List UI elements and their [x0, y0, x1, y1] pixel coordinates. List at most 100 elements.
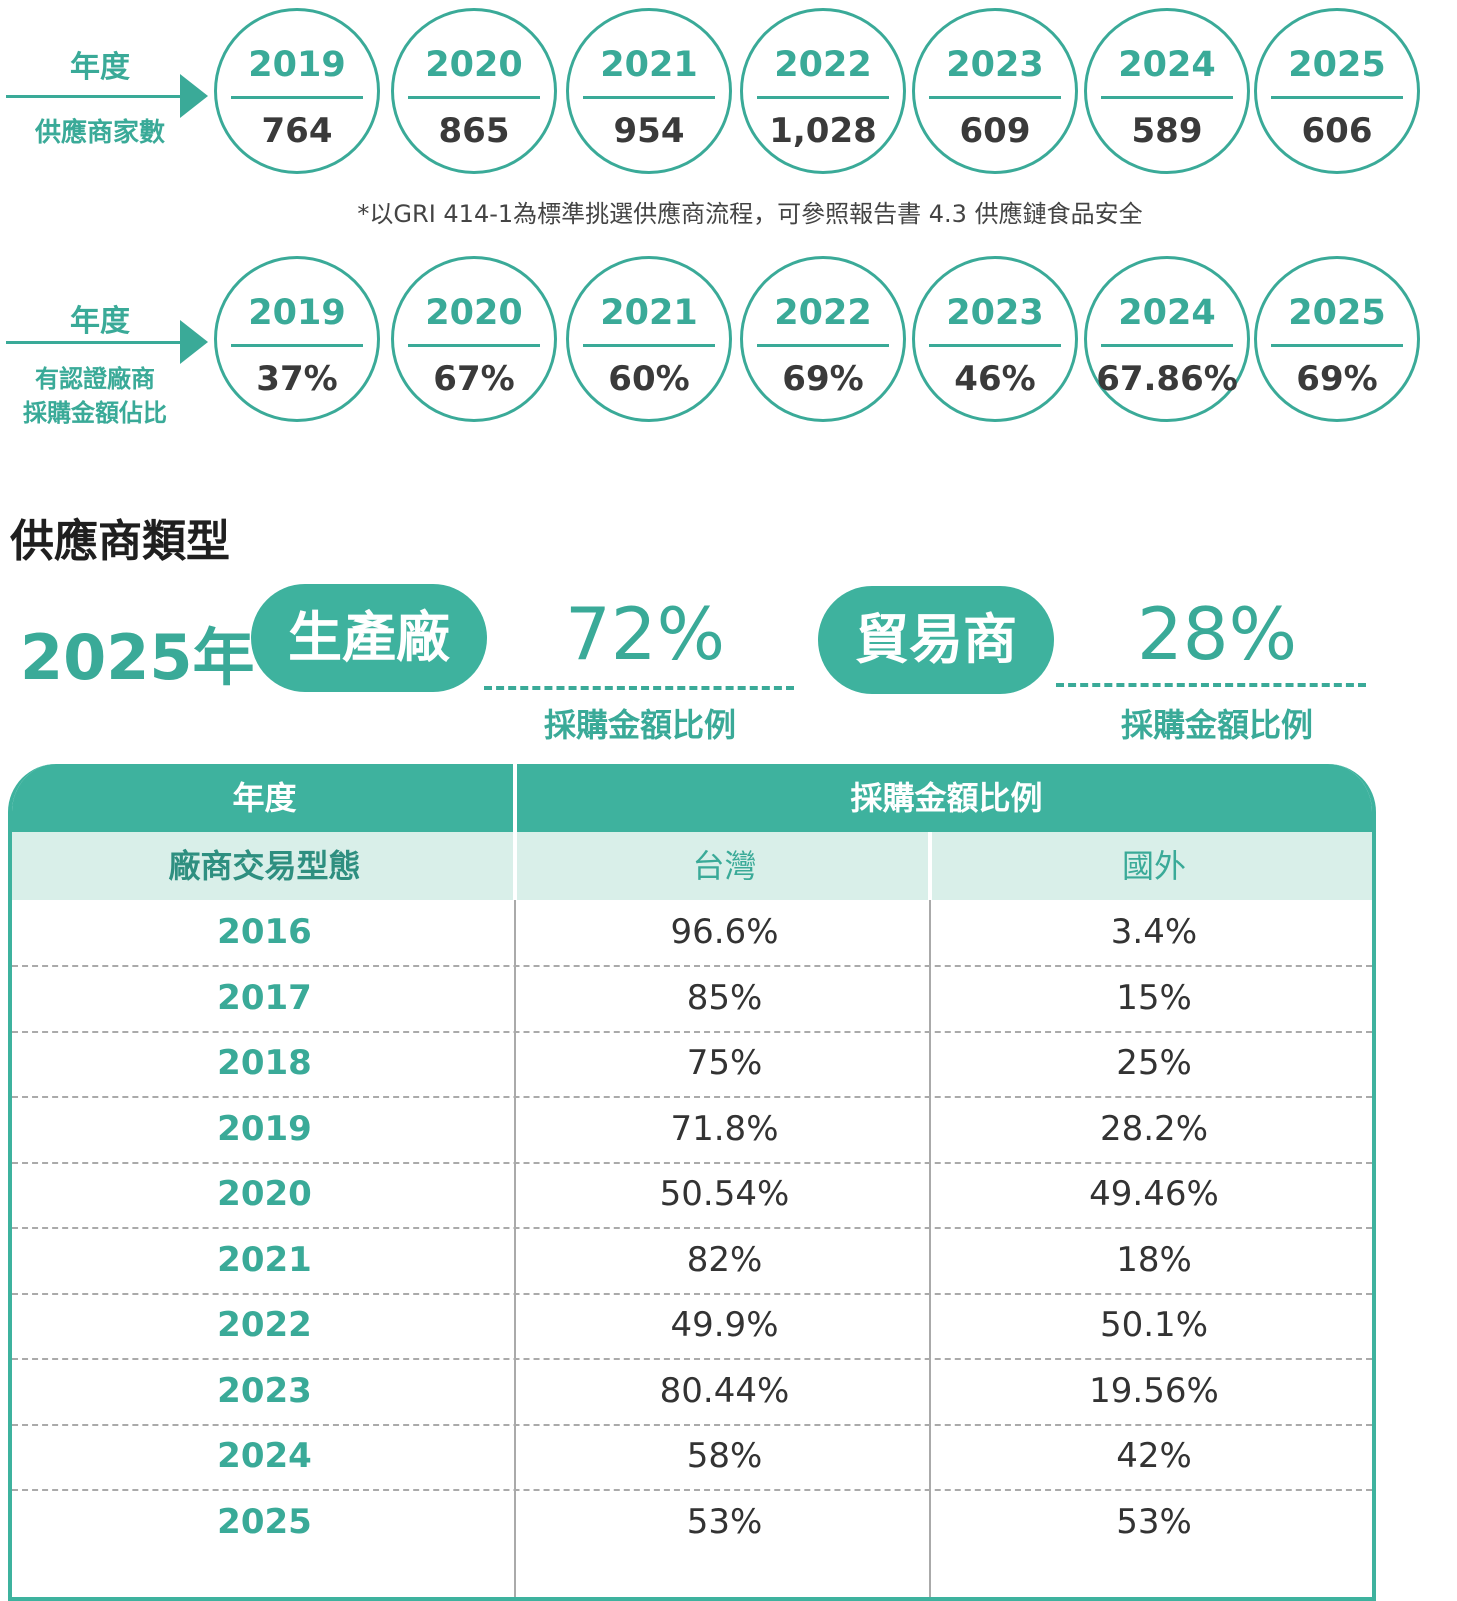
row-year: 2017	[217, 977, 312, 1018]
circle-value: 865	[438, 111, 510, 151]
trader-caption: 採購金額比例	[1120, 706, 1313, 744]
circle-year: 2024	[1118, 293, 1216, 333]
table-row: 2016 96.6% 3.4%	[12, 900, 1372, 965]
circle-value: 67.86%	[1096, 359, 1238, 399]
circle-year: 2021	[600, 45, 698, 85]
table-row: 2025 53% 53%	[12, 1490, 1372, 1555]
circle-year: 2023	[946, 45, 1044, 85]
supplier-count-metric-label: 供應商家數	[34, 118, 165, 148]
supplier-count-year-label: 年度	[70, 50, 130, 85]
body-column-divider	[929, 900, 931, 1597]
certified-ratio-row: 年度 有認證廠商 採購金額佔比 2019 37% 2020 67% 2021 60% 202…	[0, 248, 1457, 428]
row-divider	[12, 1161, 1372, 1164]
row-foreign: 50.1%	[1099, 1305, 1208, 1345]
circle-year: 2019	[248, 293, 346, 333]
supplier-count-circle: 2019 764	[214, 8, 380, 174]
row-foreign: 19.56%	[1089, 1370, 1219, 1411]
circle-value: 609	[959, 111, 1031, 151]
certified-ratio-circle: 2023 46%	[912, 256, 1078, 422]
row-foreign: 28.2%	[1099, 1108, 1208, 1149]
row-taiwan: 82%	[686, 1239, 763, 1280]
row-taiwan: 96.6%	[670, 912, 779, 952]
circle-year: 2019	[248, 45, 346, 85]
circle-value: 1,028	[769, 111, 877, 151]
table-row: 2020 50.54% 49.46%	[12, 1162, 1372, 1227]
row-year: 2024	[217, 1436, 312, 1476]
circle-value: 69%	[1296, 359, 1378, 399]
circle-divider	[408, 344, 540, 347]
circle-year: 2020	[425, 45, 523, 85]
row-taiwan: 71.8%	[670, 1108, 779, 1149]
certified-ratio-circle: 2020 67%	[391, 256, 557, 422]
circle-divider	[1101, 96, 1233, 99]
circle-year: 2023	[946, 293, 1044, 333]
circle-divider	[929, 96, 1061, 99]
table-row: 2021 82% 18%	[12, 1228, 1372, 1293]
certified-ratio-metric-label-2: 採購金額佔比	[23, 399, 167, 427]
row-foreign: 18%	[1116, 1239, 1192, 1280]
arrow-line	[6, 341, 191, 344]
certified-ratio-circle: 2022 69%	[740, 256, 906, 422]
circle-divider	[929, 344, 1061, 347]
circle-value: 764	[261, 111, 333, 151]
circle-year: 2025	[1288, 293, 1386, 333]
row-divider	[12, 1423, 1372, 1426]
arrow-right-icon	[180, 74, 208, 118]
table-row: 2024 58% 42%	[12, 1424, 1372, 1489]
circle-value: 589	[1131, 111, 1203, 151]
table-row: 2023 80.44% 19.56%	[12, 1359, 1372, 1424]
row-taiwan: 49.9%	[670, 1305, 779, 1345]
supplier-type-year: 2025年	[20, 621, 255, 694]
row-divider	[12, 1358, 1372, 1360]
row-taiwan: 80.44%	[659, 1370, 790, 1411]
circle-value: 69%	[782, 359, 864, 399]
supplier-count-circle: 2023 609	[912, 8, 1078, 174]
manufacturer-pill: 生產廠	[251, 584, 487, 692]
table-row: 2022 49.9% 50.1%	[12, 1293, 1372, 1358]
circle-divider	[583, 96, 715, 99]
body-column-divider	[514, 900, 516, 1597]
circle-divider	[1101, 344, 1233, 347]
row-foreign: 15%	[1116, 977, 1192, 1018]
gri-note: *以GRI 414-1為標準挑選供應商流程，可參照報告書 4.3 供應鏈食品安全	[357, 200, 1143, 228]
subheader-type: 廠商交易型態	[168, 847, 361, 885]
circle-value: 954	[613, 111, 685, 151]
circle-divider	[231, 96, 363, 99]
table-header-row: 年度 採購金額比例	[12, 764, 1372, 832]
supplier-count-circle: 2020 865	[391, 8, 557, 174]
row-foreign: 3.4%	[1110, 912, 1198, 952]
circle-value: 606	[1301, 111, 1373, 151]
row-taiwan: 58%	[686, 1436, 763, 1476]
circle-year: 2024	[1118, 45, 1216, 85]
supplier-count-circle: 2025 606	[1254, 8, 1420, 174]
circle-year: 2025	[1288, 45, 1386, 85]
row-taiwan: 85%	[686, 977, 763, 1018]
circle-value: 67%	[433, 359, 515, 399]
subheader-taiwan: 台灣	[692, 847, 757, 885]
trader-percent: 28%	[1136, 592, 1298, 676]
certified-ratio-circle: 2024 67.86%	[1084, 256, 1250, 422]
row-year: 2021	[217, 1239, 312, 1280]
row-year: 2020	[217, 1174, 312, 1214]
row-divider	[12, 1292, 1372, 1295]
subheader-column-divider	[928, 832, 932, 900]
table-subheader-row: 廠商交易型態 台灣 國外	[12, 832, 1372, 900]
circle-divider	[408, 96, 540, 99]
manufacturer-divider	[484, 686, 794, 690]
procurement-table: 年度 採購金額比例 廠商交易型態 台灣 國外 2016 96.6% 3.4% 2017…	[8, 764, 1376, 1601]
section-title: 供應商類型	[10, 516, 230, 567]
circle-divider	[757, 96, 889, 99]
certified-ratio-year-label: 年度	[70, 304, 130, 339]
circle-value: 46%	[954, 359, 1036, 399]
subheader-foreign: 國外	[1121, 847, 1186, 885]
row-year: 2025	[217, 1501, 312, 1542]
trader-divider	[1056, 683, 1366, 687]
circle-divider	[757, 344, 889, 347]
header-year: 年度	[232, 779, 297, 817]
circle-value: 60%	[608, 359, 690, 399]
supplier-count-circle: 2024 589	[1084, 8, 1250, 174]
supplier-count-row: 年度 供應商家數 2019 764 2020 865 2021 954 2022 1,028 2…	[0, 0, 1457, 180]
row-divider	[12, 965, 1372, 967]
circle-value: 37%	[256, 359, 338, 399]
circle-divider	[583, 344, 715, 347]
